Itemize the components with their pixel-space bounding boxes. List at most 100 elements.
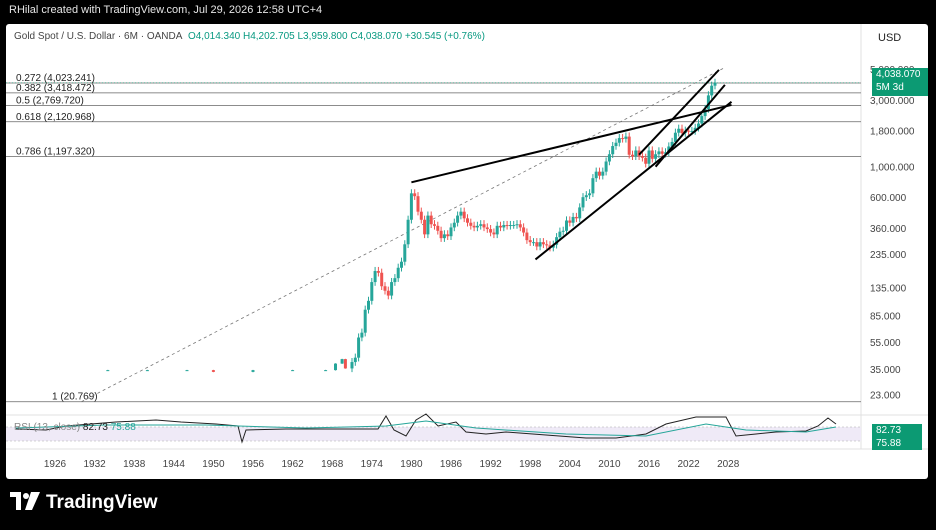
- candle-body: [466, 218, 469, 223]
- candle-body: [251, 370, 255, 372]
- candle-body: [185, 370, 189, 372]
- fib-level-label: 0.786 (1,197.320): [16, 146, 95, 157]
- candle-body: [406, 219, 410, 245]
- candle-body: [657, 151, 661, 155]
- candle-body: [670, 141, 674, 147]
- candle-body: [373, 271, 377, 283]
- candle-body: [677, 128, 681, 133]
- currency-label[interactable]: USD: [878, 32, 902, 44]
- creator-caption: RHilal created with TradingView.com, Jul…: [9, 4, 323, 16]
- candle-body: [522, 227, 526, 233]
- rsi-ma-value: 75.88: [110, 422, 136, 433]
- candle-body: [528, 240, 532, 243]
- candle-body: [571, 216, 575, 223]
- candle-body: [578, 207, 582, 219]
- time-axis-tick: 1944: [163, 459, 186, 470]
- rsi-value: 82.73: [82, 422, 108, 433]
- candle-body: [409, 193, 413, 220]
- candle-body: [690, 131, 694, 133]
- price-axis-tick: 55.000: [870, 338, 901, 349]
- ohlc-open: O4,014.340: [187, 31, 241, 42]
- candle-body: [700, 116, 704, 124]
- candle-body: [574, 216, 578, 219]
- price-axis-tick: 1,000.000: [870, 162, 915, 173]
- candle-body: [535, 242, 539, 247]
- candle-body: [545, 244, 549, 246]
- candle-body: [446, 234, 450, 237]
- rsi-line: [15, 413, 837, 444]
- candle-body: [647, 150, 651, 164]
- ohlc-high: H4,202.705: [243, 31, 295, 42]
- candle-body: [383, 286, 387, 291]
- candle-body: [624, 136, 628, 139]
- time-axis-tick: 2010: [598, 459, 621, 470]
- candle-body: [634, 150, 638, 157]
- ohlc-change: +30.545 (+0.76%): [404, 31, 485, 42]
- candle-body: [429, 215, 433, 225]
- trendline-channel-upper: [638, 69, 720, 156]
- candle-body: [591, 178, 595, 194]
- candle-body: [393, 278, 397, 283]
- candle-body: [640, 156, 644, 158]
- candle-body: [357, 337, 361, 358]
- candle-body: [581, 197, 585, 208]
- candle-body: [611, 146, 615, 155]
- candle-body: [594, 171, 598, 179]
- symbol-legend: Gold Spot / U.S. Dollar · 6M · OANDA O4,…: [14, 31, 485, 42]
- candle-body: [525, 232, 529, 241]
- candle-body: [386, 290, 390, 296]
- tradingview-logo-icon: [10, 492, 40, 510]
- candle-body: [396, 267, 400, 279]
- chart-panel[interactable]: 0.272 (4,023.241) 0.382 (3,418.472) 0.5 (2…: [6, 24, 928, 479]
- candle-body: [363, 309, 367, 333]
- candle-body: [706, 95, 710, 109]
- candle-body: [673, 132, 677, 142]
- candle-body: [687, 130, 691, 132]
- candle-body: [538, 242, 542, 247]
- candle-body: [588, 193, 592, 196]
- candle-body: [499, 225, 502, 228]
- candle-body: [667, 146, 671, 153]
- candle-body: [584, 195, 588, 198]
- candle-body: [660, 151, 664, 154]
- candle-body: [607, 154, 611, 162]
- candle-body: [376, 271, 380, 273]
- top-bar: RHilal created with TradingView.com, Jul…: [0, 0, 936, 22]
- candle-body: [508, 225, 512, 227]
- trendline-wedge-lower: [534, 101, 733, 261]
- price-axis-tick: 1,800.000: [870, 127, 915, 138]
- time-axis-tick: 2028: [717, 459, 740, 470]
- candle-body: [598, 171, 601, 176]
- candle-body: [713, 82, 717, 86]
- candle-body: [479, 224, 483, 226]
- candle-body: [604, 161, 608, 172]
- candle-body: [452, 222, 456, 228]
- candle-body: [343, 359, 347, 369]
- trendline-channel-lower: [654, 84, 726, 168]
- candle-body: [512, 225, 516, 227]
- candle-body: [614, 142, 618, 147]
- candle-body: [664, 152, 667, 154]
- candle-body: [340, 359, 344, 364]
- candle-body: [475, 225, 479, 228]
- rsi-label[interactable]: RSI (13, close): [14, 422, 81, 433]
- candle-body: [502, 225, 506, 228]
- tradingview-logo[interactable]: TradingView: [10, 492, 158, 520]
- price-axis-tick: 85.000: [870, 311, 901, 322]
- time-axis-tick: 1968: [321, 459, 344, 470]
- candle-body: [518, 224, 522, 228]
- chart-svg[interactable]: 0.272 (4,023.241)0.382 (3,418.472) 0.5 (2…: [6, 24, 928, 479]
- candle-body: [436, 225, 440, 231]
- candle-body: [565, 220, 568, 231]
- candle-body: [145, 370, 149, 372]
- candle-body: [485, 227, 489, 230]
- symbol-name[interactable]: Gold Spot / U.S. Dollar · 6M · OANDA: [14, 31, 183, 42]
- candle-body: [449, 227, 453, 237]
- candle-body: [462, 211, 466, 219]
- candle-body: [693, 127, 697, 132]
- candle-body: [106, 370, 110, 372]
- candle-body: [416, 196, 420, 212]
- price-axis-tick: 135.000: [870, 283, 907, 294]
- price-axis-tick: 235.000: [870, 250, 907, 261]
